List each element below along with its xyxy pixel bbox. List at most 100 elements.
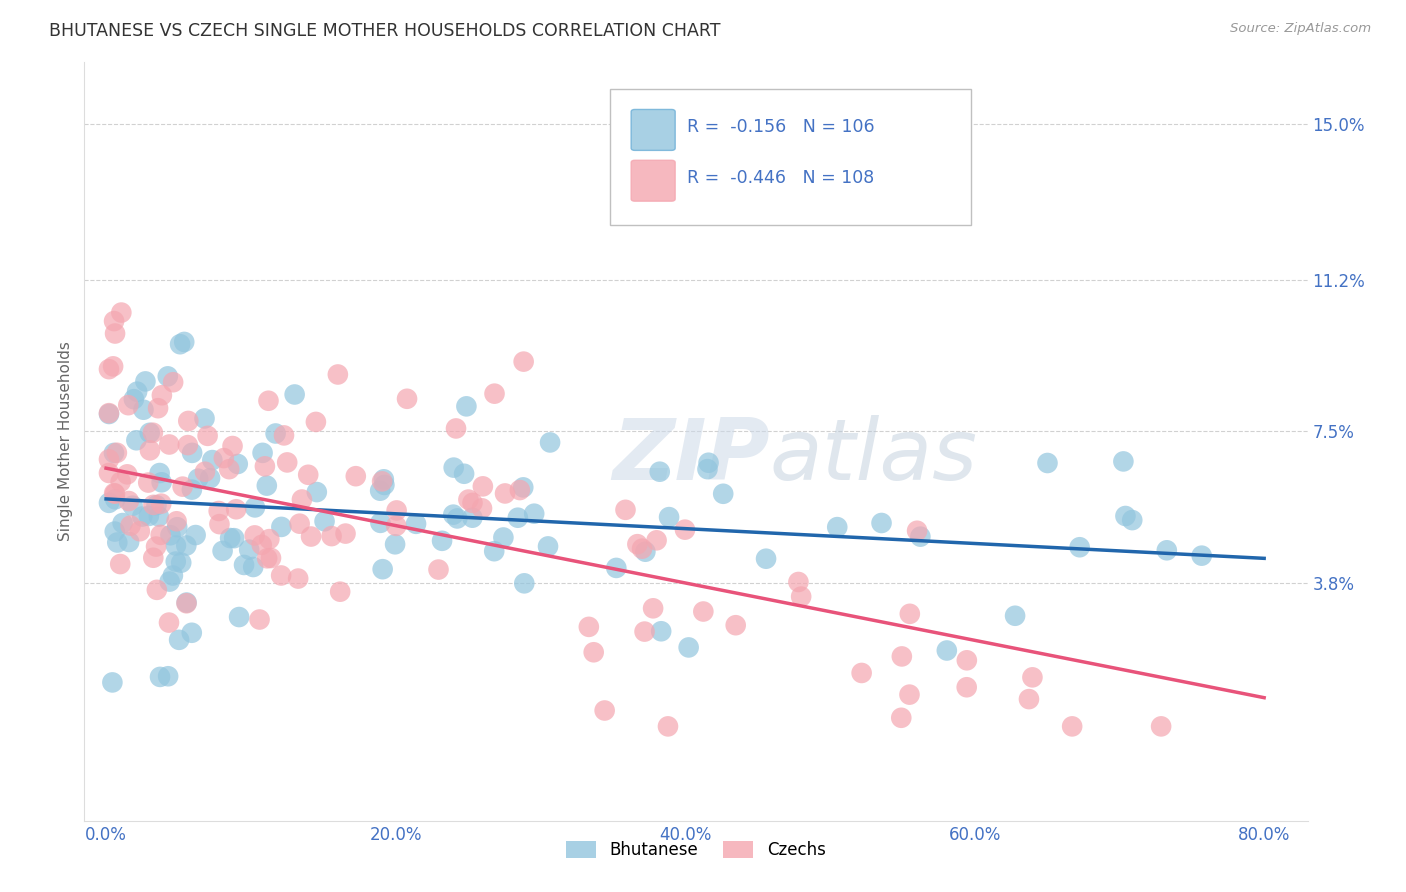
Point [257,393,280,408]
Point [276,455,298,469]
Point [167,632,190,647]
Point [118,535,141,549]
Point [790,590,813,604]
Point [98,452,121,467]
Point [145,540,167,554]
Point [626,537,648,551]
Point [208,504,231,518]
Point [634,545,657,559]
Point [132,402,155,417]
Point [631,541,654,556]
Text: BHUTANESE VS CZECH SINGLE MOTHER HOUSEHOLDS CORRELATION CHART: BHUTANESE VS CZECH SINGLE MOTHER HOUSEHO… [49,22,721,40]
Point [208,517,231,532]
Point [149,466,172,480]
Point [110,305,132,319]
Point [645,533,668,548]
Point [142,498,165,512]
Point [127,384,149,399]
Point [650,624,672,639]
Point [225,502,247,516]
Point [711,487,734,501]
Point [643,601,665,615]
Y-axis label: Single Mother Households: Single Mother Households [58,342,73,541]
Point [177,438,200,452]
Point [142,550,165,565]
Point [851,665,873,680]
Point [373,472,395,486]
Point [176,596,198,610]
Point [385,503,408,517]
Point [898,607,921,621]
Point [128,524,150,539]
Point [1112,454,1135,468]
Point [243,528,266,542]
Point [111,516,134,530]
Point [170,556,193,570]
Text: R =  -0.156   N = 106: R = -0.156 N = 106 [688,118,875,136]
Point [593,704,616,718]
Text: Source: ZipAtlas.com: Source: ZipAtlas.com [1230,22,1371,36]
Point [724,618,747,632]
Point [149,528,172,542]
Point [443,460,465,475]
Point [118,494,141,508]
Point [484,386,506,401]
Point [427,563,450,577]
Point [890,649,912,664]
Point [444,421,467,435]
Point [273,428,295,442]
Point [101,359,124,374]
Point [253,459,276,474]
Point [181,446,204,460]
Point [461,510,484,524]
Point [1069,540,1091,554]
Point [104,486,127,500]
Point [242,560,264,574]
Point [176,539,198,553]
Point [696,207,718,221]
Point [614,503,637,517]
Point [538,435,561,450]
Point [696,462,718,476]
Point [212,451,235,466]
Point [509,483,531,497]
Point [523,507,546,521]
Point [582,645,605,659]
Point [457,492,479,507]
Point [98,362,121,376]
Point [825,520,848,534]
Point [148,509,170,524]
Point [484,544,506,558]
Text: R =  -0.446   N = 108: R = -0.446 N = 108 [688,169,875,186]
Point [494,486,516,500]
Point [446,511,468,525]
Point [98,406,121,420]
Point [166,514,188,528]
Point [146,401,169,416]
Point [1121,513,1143,527]
Point [935,643,957,657]
Point [430,533,453,548]
Point [149,670,172,684]
Point [1036,456,1059,470]
Point [98,407,121,421]
Point [284,387,307,401]
Point [145,498,167,512]
Point [211,544,233,558]
Point [157,669,180,683]
Point [150,388,173,402]
Point [221,439,243,453]
Point [193,411,215,425]
Point [198,471,221,485]
Point [329,584,352,599]
Point [173,334,195,349]
Point [321,529,343,543]
Point [105,446,128,460]
Point [104,326,127,341]
Point [1018,692,1040,706]
Point [103,314,125,328]
Point [335,526,357,541]
Point [150,475,173,490]
Point [98,466,121,480]
Point [890,711,912,725]
